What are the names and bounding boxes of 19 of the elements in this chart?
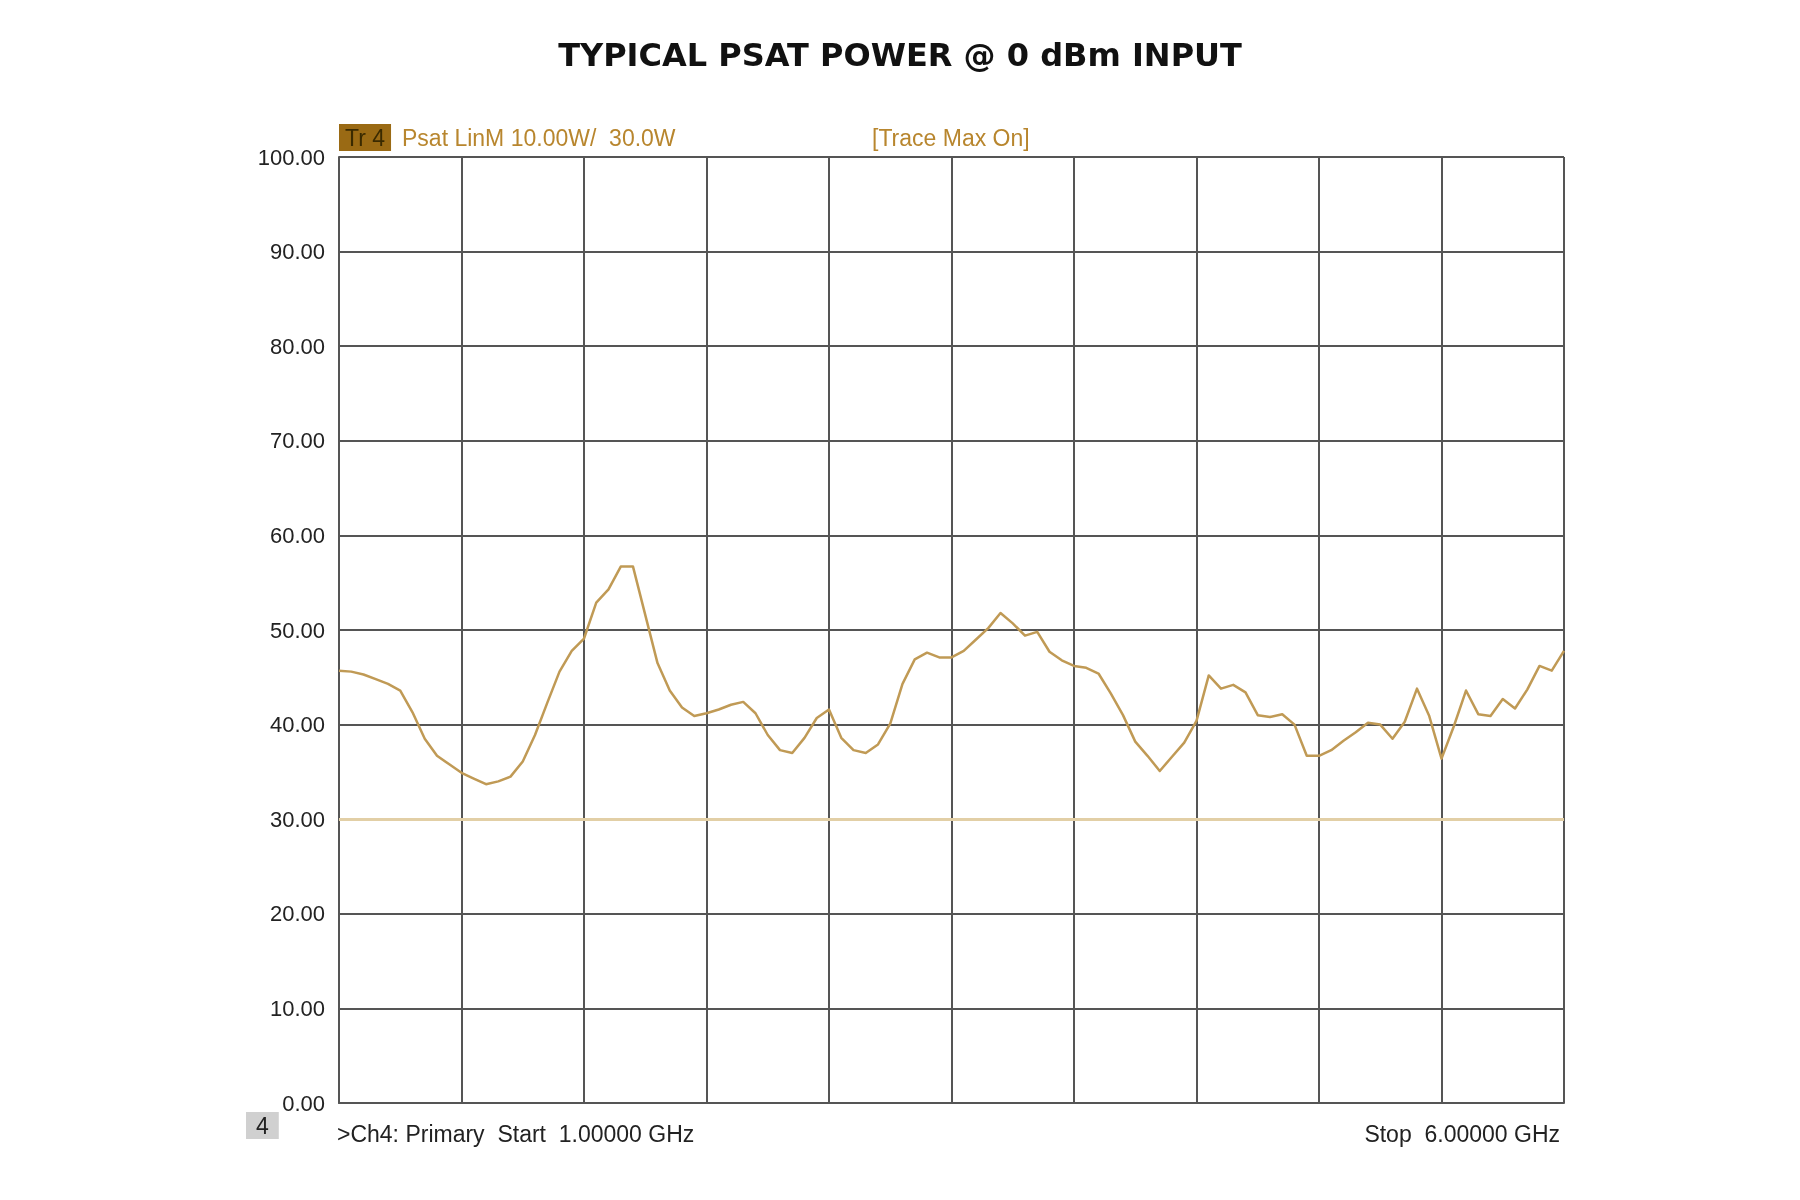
y-tick-label: 70.00 [269,428,325,454]
y-tick-label: 30.00 [269,806,325,832]
chart-title: TYPICAL PSAT POWER @ 0 dBm INPUT [558,36,1243,74]
text: [Trace Max On] [872,124,1030,151]
y-tick-label: 90.00 [269,239,325,265]
y-tick-label: 80.00 [269,333,325,359]
text: >Ch4: Primary Start 1.00000 GHz [337,1120,695,1147]
y-tick-label: 10.00 [269,995,325,1021]
line-series [337,565,1566,786]
y-tick-label: 100.00 [257,144,325,170]
y-tick-label: 20.00 [269,901,325,927]
text: Psat LinM 10.00W/ 30.0W [402,124,676,151]
y-tick-label: 50.00 [269,617,325,643]
y-tick-label: 60.00 [269,522,325,548]
text: 4 [256,1112,269,1139]
y-tick-label: 0.00 [282,1090,325,1116]
y-tick-label: 40.00 [269,712,325,738]
text: Stop 6.00000 GHz [1364,1120,1560,1147]
text: Tr 4 [345,124,386,151]
